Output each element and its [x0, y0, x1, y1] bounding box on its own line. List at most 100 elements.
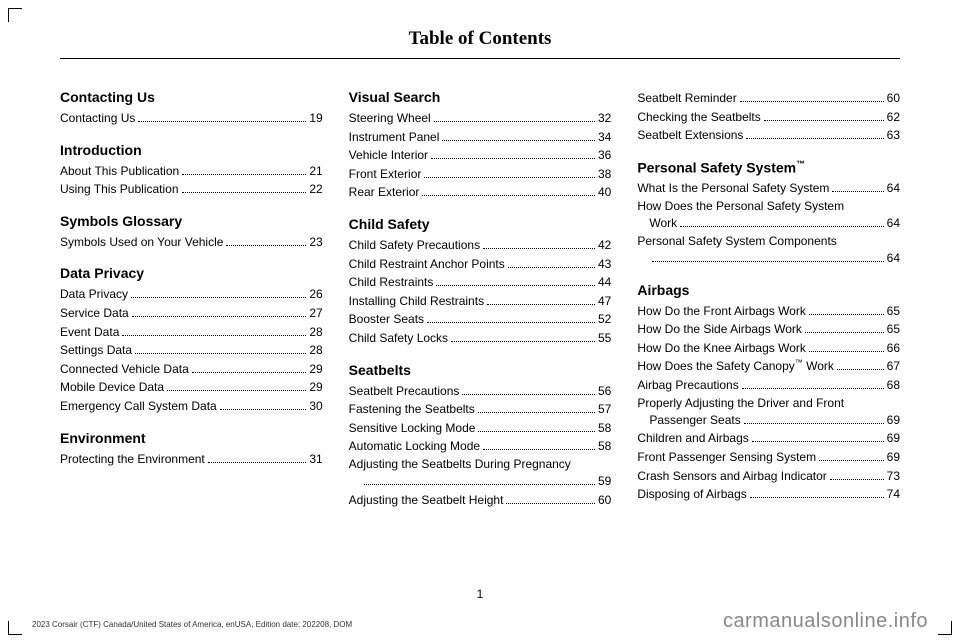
toc-entry: How Do the Side Airbags Work65 [637, 320, 900, 339]
toc-page-number: 32 [598, 109, 611, 128]
toc-entry: Child Restraint Anchor Points43 [349, 255, 612, 274]
toc-section: IntroductionAbout This Publication21Usin… [60, 142, 323, 199]
toc-section: Seatbelt Reminder60Checking the Seatbelt… [637, 89, 900, 145]
toc-column: Contacting UsContacting Us 19 Introduction… [60, 89, 323, 523]
toc-entry: Using This Publication22 [60, 180, 323, 199]
toc-page-number: 34 [598, 128, 611, 147]
section-title: Data Privacy [60, 265, 323, 281]
toc-section: EnvironmentProtecting the Environment31 [60, 430, 323, 469]
toc-page-number: 44 [598, 273, 611, 292]
toc-label: Rear Exterior [349, 183, 420, 202]
toc-entry: Sensitive Locking Mode58 [349, 419, 612, 438]
toc-page-number: 64 [887, 179, 900, 198]
toc-leader-dots [744, 423, 884, 424]
toc-leader-dots [809, 351, 884, 352]
toc-entry: Automatic Locking Mode58 [349, 437, 612, 456]
toc-page-number: 23 [309, 233, 322, 252]
toc-leader-dots [483, 449, 595, 450]
toc-entry: Seatbelt Precautions56 [349, 382, 612, 401]
toc-page-number: 59 [598, 473, 611, 490]
toc-entry: How Does the Personal Safety SystemWork6… [637, 198, 900, 233]
toc-label: Adjusting the Seatbelts During Pregnancy [349, 456, 612, 473]
toc-label: Adjusting the Seatbelt Height [349, 491, 504, 510]
toc-label: Vehicle Interior [349, 146, 428, 165]
toc-entry: Properly Adjusting the Driver and FrontP… [637, 395, 900, 430]
section-title: Seatbelts [349, 362, 612, 378]
toc-label: Symbols Used on Your Vehicle [60, 233, 223, 252]
toc-entry: Installing Child Restraints47 [349, 292, 612, 311]
toc-label: Front Passenger Sensing System [637, 448, 816, 467]
toc-entry: Vehicle Interior 36 [349, 146, 612, 165]
toc-column: Visual SearchSteering Wheel32Instrument … [349, 89, 612, 523]
toc-leader-dots [462, 394, 595, 395]
toc-label: Installing Child Restraints [349, 292, 484, 311]
toc-label: Personal Safety System Components [637, 233, 900, 250]
toc-label: Data Privacy [60, 285, 128, 304]
toc-label: Child Restraints [349, 273, 434, 292]
toc-label: Fastening the Seatbelts [349, 400, 475, 419]
toc-page-number: 67 [887, 357, 900, 376]
toc-leader-dots [487, 304, 595, 305]
toc-label: Mobile Device Data [60, 378, 164, 397]
toc-entry: Contacting Us 19 [60, 109, 323, 128]
toc-page-number: 60 [887, 89, 900, 108]
toc-page-number: 21 [309, 162, 322, 181]
toc-section: Seatbelts Seatbelt Precautions56Fastening… [349, 362, 612, 510]
toc-leader-dots [805, 332, 884, 333]
header-rule [60, 58, 900, 59]
toc-leader-dots [652, 261, 883, 262]
toc-label: Children and Airbags [637, 429, 748, 448]
toc-entry: Personal Safety System Components64 [637, 233, 900, 268]
toc-entry: How Does the Safety Canopy™ Work67 [637, 357, 900, 376]
toc-entry: Adjusting the Seatbelts During Pregnancy… [349, 456, 612, 491]
toc-label: How Do the Side Airbags Work [637, 320, 802, 339]
toc-entry: Settings Data28 [60, 341, 323, 360]
toc-leader-dots [451, 341, 595, 342]
toc-page-number: 26 [309, 285, 322, 304]
toc-leader-dots [508, 267, 595, 268]
toc-page-number: 52 [598, 310, 611, 329]
toc-page-number: 60 [598, 491, 611, 510]
toc-leader-dots [478, 412, 595, 413]
toc-leader-dots [182, 174, 306, 175]
toc-page-number: 66 [887, 339, 900, 358]
section-title: Child Safety [349, 216, 612, 232]
toc-label: How Do the Knee Airbags Work [637, 339, 806, 358]
footer-edition: 2023 Corsair (CTF) Canada/United States … [32, 620, 352, 629]
toc-page-number: 36 [598, 146, 611, 165]
toc-leader-dots [182, 192, 307, 193]
toc-entry: How Do the Knee Airbags Work 66 [637, 339, 900, 358]
toc-leader-dots [478, 431, 595, 432]
toc-label: Automatic Locking Mode [349, 437, 480, 456]
toc-entry: Mobile Device Data 29 [60, 378, 323, 397]
toc-entry: Protecting the Environment31 [60, 450, 323, 469]
toc-label: Airbag Precautions [637, 376, 738, 395]
toc-entry: Child Safety Locks55 [349, 329, 612, 348]
toc-label: Disposing of Airbags [637, 485, 746, 504]
toc-label: Booster Seats [349, 310, 424, 329]
toc-label: Contacting Us [60, 109, 135, 128]
toc-page-number: 31 [309, 450, 322, 469]
toc-page-number: 42 [598, 236, 611, 255]
toc-label: How Do the Front Airbags Work [637, 302, 806, 321]
toc-page-number: 43 [598, 255, 611, 274]
toc-leader-dots [742, 388, 884, 389]
toc-label: What Is the Personal Safety System [637, 179, 829, 198]
toc-page-number: 28 [309, 341, 322, 360]
toc-entry: Airbag Precautions68 [637, 376, 900, 395]
toc-leader-dots [422, 195, 595, 196]
toc-leader-dots [364, 484, 595, 485]
toc-leader-dots [131, 297, 306, 298]
toc-entry: Connected Vehicle Data29 [60, 360, 323, 379]
toc-page-number: 22 [309, 180, 322, 199]
toc-label: Seatbelt Precautions [349, 382, 460, 401]
toc-leader-dots [436, 285, 595, 286]
toc-entry: Fastening the Seatbelts57 [349, 400, 612, 419]
toc-page-number: 29 [309, 378, 322, 397]
toc-label: Checking the Seatbelts [637, 108, 760, 127]
toc-page-number: 69 [887, 429, 900, 448]
toc-entry: Child Restraints 44 [349, 273, 612, 292]
toc-entry: What Is the Personal Safety System 64 [637, 179, 900, 198]
toc-page-number: 19 [309, 109, 322, 128]
toc-page-number: 63 [887, 126, 900, 145]
